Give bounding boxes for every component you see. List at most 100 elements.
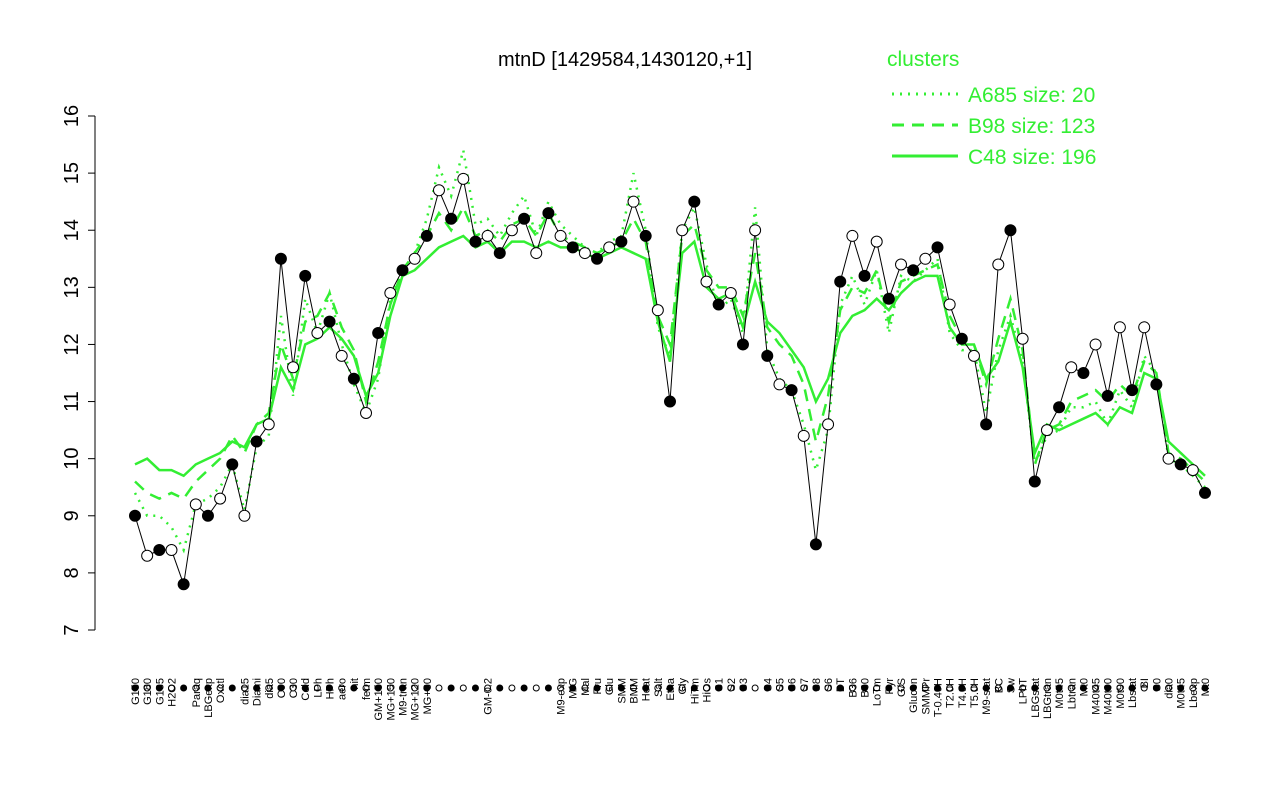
rug-mark xyxy=(143,684,151,692)
data-point xyxy=(1089,338,1102,351)
x-tick-label: LPh xyxy=(312,678,324,698)
x-tick-label: dia5 xyxy=(264,678,276,699)
x-tick-label: Diami xyxy=(252,678,264,706)
y-tick-label: 7 xyxy=(61,624,83,635)
data-point xyxy=(870,235,883,248)
data-point xyxy=(347,372,360,385)
x-tick-label: Oxctl xyxy=(215,678,227,703)
data-point xyxy=(177,578,190,591)
data-point xyxy=(651,304,664,317)
data-point xyxy=(895,258,908,271)
data-point xyxy=(554,229,567,242)
data-point xyxy=(955,332,968,345)
x-tick-label: Lbtran xyxy=(1066,678,1078,709)
x-tick-label: Mal xyxy=(580,678,592,696)
rug-mark xyxy=(702,684,710,692)
rug-mark xyxy=(678,684,686,692)
rug-mark xyxy=(593,684,601,692)
rug-mark xyxy=(471,684,479,692)
x-tick-label: LoTm xyxy=(872,678,884,706)
x-tick-label: Paraq xyxy=(191,678,203,707)
data-point xyxy=(980,418,993,431)
rug-mark xyxy=(289,684,297,692)
x-tick-label: GM+150 xyxy=(373,678,385,721)
data-point xyxy=(274,252,287,265)
x-tick-label: M40t45 xyxy=(1091,678,1103,715)
data-point xyxy=(1065,361,1078,374)
data-point xyxy=(664,395,676,408)
data-point xyxy=(408,252,421,265)
data-point xyxy=(1113,321,1126,334)
x-tick-label: M9-stat xyxy=(981,678,993,715)
y-tick-label: 10 xyxy=(61,448,83,470)
rug-mark xyxy=(1128,684,1136,692)
x-tick-label: M0t45 xyxy=(1054,678,1066,709)
data-point xyxy=(749,224,762,237)
rug-mark xyxy=(617,684,625,692)
x-tick-label: aero xyxy=(337,678,349,700)
data-point xyxy=(153,544,166,557)
rug-mark xyxy=(399,684,406,692)
x-tick-label: S5 xyxy=(774,678,786,691)
rug-mark xyxy=(1177,684,1185,692)
data-point xyxy=(299,269,312,282)
data-point xyxy=(822,418,835,431)
x-tick-label: Glu xyxy=(604,678,616,695)
data-point xyxy=(445,212,458,225)
rug-mark xyxy=(739,684,747,692)
data-point xyxy=(761,349,774,362)
rug-mark xyxy=(253,684,261,692)
x-tick-label: HPh xyxy=(325,678,337,699)
data-point xyxy=(676,224,689,237)
x-tick-label: M9-tran xyxy=(398,678,410,716)
y-tick-label: 8 xyxy=(61,567,83,578)
rug-mark xyxy=(642,684,650,692)
rug-mark xyxy=(1019,684,1027,692)
data-point xyxy=(1126,384,1139,397)
data-point xyxy=(967,349,980,362)
data-point xyxy=(1004,224,1017,237)
data-point xyxy=(907,264,920,277)
rug-mark xyxy=(1067,684,1075,692)
data-point xyxy=(493,247,506,260)
x-tick-label: MG+60 xyxy=(422,678,434,714)
rug-mark xyxy=(1165,684,1173,692)
x-tick-label: Mt0 xyxy=(1200,678,1212,696)
x-tick-label: T-0.40H xyxy=(933,678,945,717)
data-point xyxy=(457,172,470,185)
rug-mark xyxy=(569,684,577,692)
x-tick-label: BI xyxy=(1139,678,1151,688)
x-tick-label: T4.0H xyxy=(957,678,969,708)
x-tick-label: S8 xyxy=(811,678,823,691)
x-tick-label: dia0 xyxy=(1164,678,1176,699)
rug-mark xyxy=(386,684,394,692)
x-tick-label: Etha xyxy=(665,677,677,701)
rug-mark xyxy=(727,684,735,692)
data-point xyxy=(1174,458,1187,471)
rug-mark xyxy=(1055,684,1063,692)
rug-mark xyxy=(1152,684,1160,692)
rug-mark xyxy=(192,684,200,692)
x-tick-label: S6 xyxy=(823,678,835,691)
rug-mark xyxy=(800,684,808,692)
x-tick-label: LPhT xyxy=(1018,678,1030,705)
x-tick-label: Gly xyxy=(677,678,689,695)
data-point xyxy=(201,509,214,522)
rug-mark xyxy=(484,684,492,692)
legend-label: B98 size: 123 xyxy=(968,115,1095,138)
data-point xyxy=(1040,424,1053,437)
x-tick-label: Lbexp xyxy=(1188,678,1200,708)
data-point xyxy=(1199,486,1211,499)
x-tick-label: Cold xyxy=(300,678,312,701)
x-tick-label: G150 xyxy=(130,678,142,705)
data-point xyxy=(639,229,652,242)
x-tick-label: Glucon xyxy=(908,678,920,713)
data-point xyxy=(688,195,701,208)
data-point xyxy=(931,241,944,254)
data-point xyxy=(919,252,932,265)
data-point xyxy=(712,298,725,311)
rug-mark xyxy=(1140,684,1148,692)
rug-mark xyxy=(532,684,540,692)
